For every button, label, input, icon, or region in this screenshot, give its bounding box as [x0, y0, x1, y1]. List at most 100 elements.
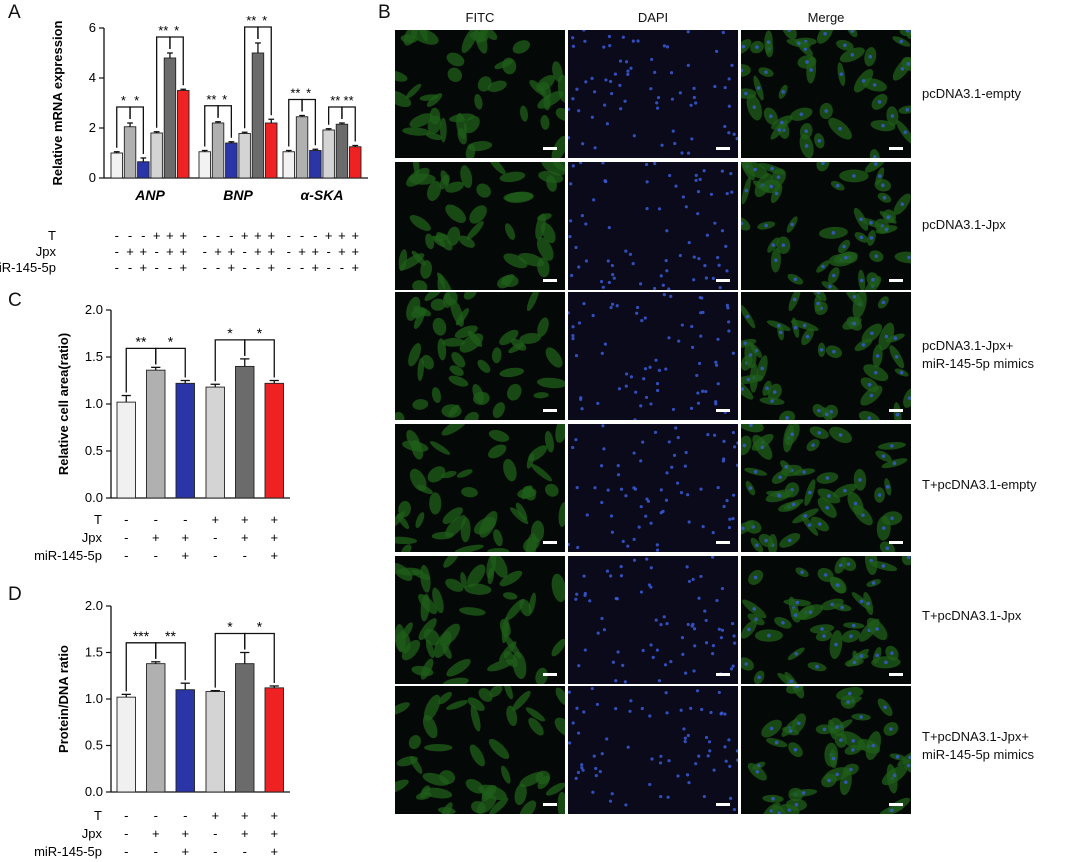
- nucleus: [660, 143, 664, 147]
- micrograph-merge-5: [741, 556, 911, 684]
- cell-body: [463, 115, 480, 134]
- nucleus: [733, 641, 737, 645]
- nucleus: [795, 686, 799, 689]
- bar: [175, 689, 195, 793]
- nucleus: [720, 169, 724, 173]
- bar: [205, 691, 225, 793]
- nucleus: [571, 721, 575, 725]
- micrograph-fitc-1: [395, 30, 565, 158]
- y-tick-label: 6: [89, 20, 96, 35]
- significance-label: **: [344, 93, 354, 108]
- cell-body: [481, 789, 495, 802]
- nucleus: [877, 493, 882, 497]
- nucleus: [774, 191, 779, 196]
- gene-group-label: ANP: [134, 187, 165, 203]
- bar: [123, 126, 137, 179]
- nucleus: [827, 494, 831, 498]
- nucleus: [802, 470, 806, 474]
- cell-body: [741, 424, 764, 433]
- micrograph-texture: [741, 162, 911, 290]
- nucleus: [662, 293, 666, 297]
- row-label-3: pcDNA3.1-Jpx+ miR-145-5p mimics: [922, 338, 1034, 371]
- nucleus: [610, 530, 614, 534]
- cell-body: [489, 797, 509, 814]
- significance-label: **: [136, 333, 147, 349]
- nucleus: [571, 44, 576, 48]
- nucleus: [596, 401, 600, 405]
- nucleus: [684, 205, 688, 209]
- nucleus: [654, 618, 658, 622]
- panel-letter-a: A: [8, 2, 21, 23]
- condition-sign: +: [152, 530, 160, 545]
- nucleus: [667, 336, 671, 340]
- nucleus: [600, 500, 604, 505]
- nucleus: [616, 650, 620, 654]
- nucleus: [741, 68, 744, 73]
- nucleus: [711, 652, 715, 656]
- cell-body: [537, 213, 552, 221]
- nucleus: [607, 34, 612, 39]
- condition-sign: -: [115, 260, 119, 275]
- cell-body: [447, 67, 463, 82]
- bar: [235, 663, 255, 793]
- cell-body: [409, 468, 427, 492]
- nucleus: [875, 627, 880, 631]
- nucleus: [704, 389, 708, 394]
- scale-bar: [543, 673, 557, 676]
- nucleus: [659, 761, 663, 765]
- cell-body: [470, 704, 481, 732]
- cell-body: [487, 567, 495, 585]
- y-tick-label: 1.0: [85, 396, 103, 411]
- nucleus: [692, 86, 696, 90]
- nucleus: [686, 493, 690, 497]
- nucleus: [649, 585, 653, 589]
- nucleus: [671, 407, 676, 412]
- nucleus: [884, 334, 889, 339]
- nucleus: [667, 440, 671, 444]
- significance-label: **: [165, 628, 176, 644]
- nucleus: [843, 43, 847, 48]
- cell-body: [551, 638, 565, 657]
- nucleus: [727, 104, 731, 108]
- nucleus: [884, 660, 888, 665]
- nucleus: [890, 516, 894, 521]
- nucleus: [624, 384, 628, 388]
- nucleus: [683, 464, 687, 468]
- nucleus: [634, 390, 638, 394]
- nucleus: [569, 182, 573, 186]
- condition-sign: +: [214, 244, 222, 259]
- cell-body: [445, 181, 464, 193]
- nucleus: [619, 487, 624, 491]
- nucleus: [593, 486, 597, 490]
- significance-label: *: [168, 333, 174, 349]
- nucleus: [906, 556, 911, 560]
- cell-body: [476, 30, 489, 44]
- nucleus: [835, 772, 839, 777]
- bar: [349, 146, 362, 179]
- condition-sign: +: [241, 826, 249, 841]
- cell-body: [537, 317, 549, 337]
- nucleus: [846, 700, 851, 704]
- y-tick-label: 0: [89, 170, 96, 185]
- cell-body: [423, 628, 440, 646]
- nucleus: [580, 213, 584, 218]
- nucleus: [752, 105, 757, 109]
- condition-sign: +: [267, 244, 275, 259]
- micrograph-texture: [395, 30, 565, 158]
- cell-body: [554, 717, 565, 737]
- nucleus: [711, 276, 715, 280]
- bar: [110, 152, 123, 179]
- cell-body: [444, 515, 467, 538]
- nucleus: [596, 631, 600, 635]
- nucleus: [847, 691, 852, 696]
- cell-body: [555, 107, 565, 121]
- cell-body: [469, 744, 485, 767]
- nucleus: [859, 217, 863, 222]
- condition-sign: +: [267, 260, 275, 275]
- nucleus: [707, 740, 712, 744]
- nucleus: [715, 363, 719, 367]
- cell-body: [499, 329, 519, 346]
- nucleus: [568, 311, 570, 315]
